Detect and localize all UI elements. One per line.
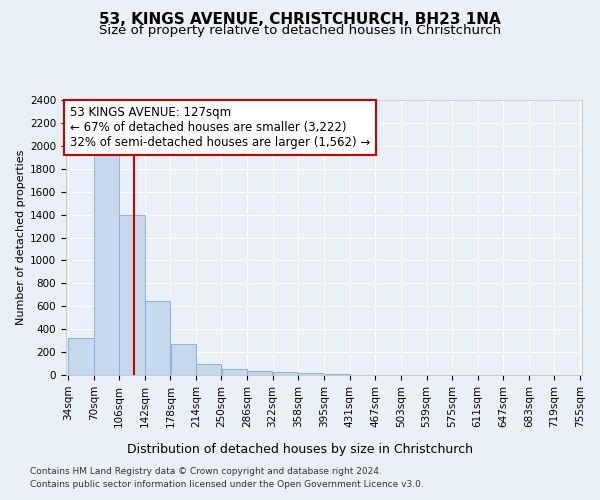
- Bar: [221, 370, 247, 375]
- Bar: [298, 374, 323, 375]
- Y-axis label: Number of detached properties: Number of detached properties: [16, 150, 26, 325]
- Bar: [119, 214, 145, 375]
- Bar: [196, 364, 221, 375]
- Bar: [145, 300, 170, 375]
- Bar: [247, 371, 272, 375]
- Text: 53 KINGS AVENUE: 127sqm
← 67% of detached houses are smaller (3,222)
32% of semi: 53 KINGS AVENUE: 127sqm ← 67% of detache…: [70, 106, 370, 148]
- Bar: [325, 374, 350, 375]
- Text: 53, KINGS AVENUE, CHRISTCHURCH, BH23 1NA: 53, KINGS AVENUE, CHRISTCHURCH, BH23 1NA: [99, 12, 501, 28]
- Text: Distribution of detached houses by size in Christchurch: Distribution of detached houses by size …: [127, 442, 473, 456]
- Bar: [170, 344, 196, 375]
- Text: Contains public sector information licensed under the Open Government Licence v3: Contains public sector information licen…: [30, 480, 424, 489]
- Bar: [273, 372, 298, 375]
- Text: Size of property relative to detached houses in Christchurch: Size of property relative to detached ho…: [99, 24, 501, 37]
- Text: Contains HM Land Registry data © Crown copyright and database right 2024.: Contains HM Land Registry data © Crown c…: [30, 468, 382, 476]
- Bar: [68, 338, 94, 375]
- Bar: [94, 152, 119, 375]
